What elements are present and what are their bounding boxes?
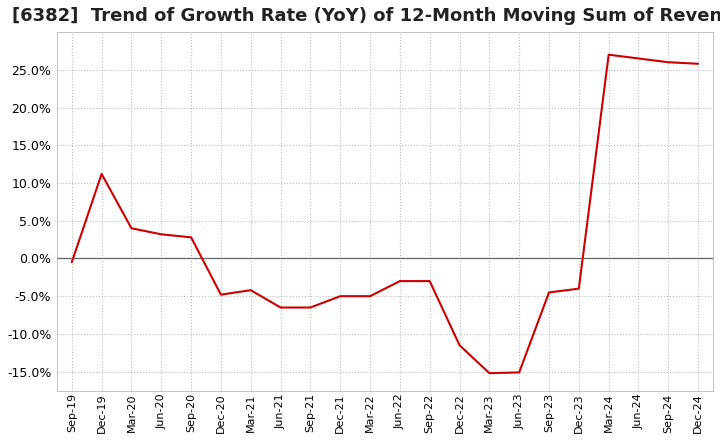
Title: [6382]  Trend of Growth Rate (YoY) of 12-Month Moving Sum of Revenues: [6382] Trend of Growth Rate (YoY) of 12-… [12,7,720,25]
